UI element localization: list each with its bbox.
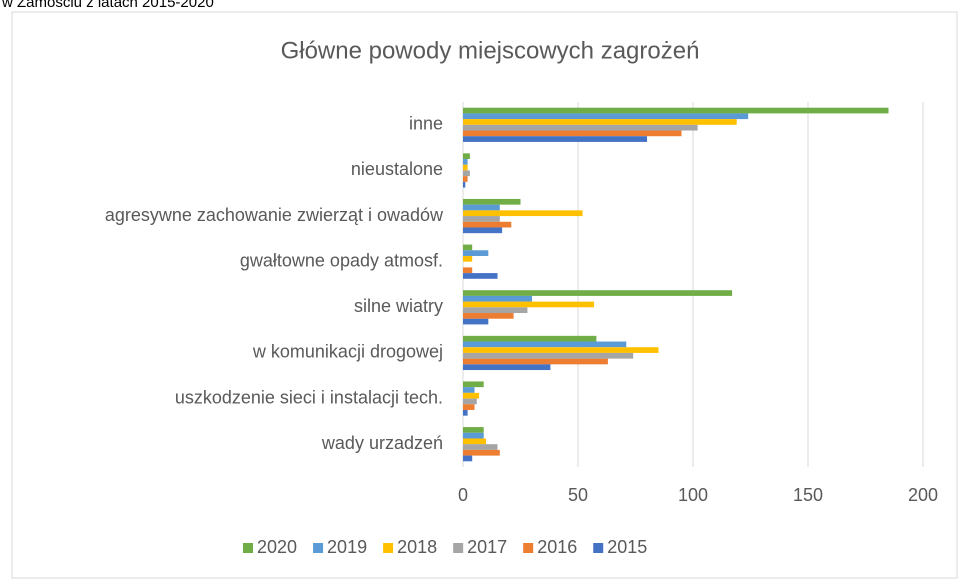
bar <box>463 438 486 445</box>
bar <box>463 364 551 371</box>
bar <box>463 347 659 353</box>
y-tick-label: gwałtowne opady atmosf. <box>240 250 443 270</box>
bar <box>463 221 512 228</box>
bar <box>463 210 583 217</box>
bar <box>463 455 473 462</box>
bar <box>463 335 597 342</box>
bar <box>463 295 532 302</box>
bar <box>463 318 489 325</box>
bar <box>463 255 473 262</box>
legend-label: 2015 <box>607 537 647 557</box>
bar <box>463 170 470 177</box>
bar <box>463 444 498 450</box>
bar <box>463 216 500 222</box>
legend-label: 2017 <box>467 537 507 557</box>
bar <box>463 404 475 410</box>
bar <box>463 381 484 388</box>
legend-label: 2020 <box>257 537 297 557</box>
legend-label: 2016 <box>537 537 577 557</box>
bar <box>463 409 468 416</box>
bar <box>463 398 477 405</box>
bar <box>463 301 595 308</box>
bar <box>463 136 647 142</box>
legend-label: 2018 <box>397 537 437 557</box>
bar <box>463 124 698 131</box>
legend-swatch <box>243 543 253 553</box>
chart-title: Główne powody miejscowych zagrożeń <box>281 37 700 64</box>
x-tick-label: 200 <box>908 485 938 505</box>
bar <box>463 290 733 296</box>
bar <box>463 352 634 359</box>
legend-swatch <box>523 543 534 553</box>
bar <box>463 341 627 348</box>
bar <box>463 427 484 433</box>
y-tick-label: w komunikacji drogowej <box>252 342 443 362</box>
bar <box>463 113 749 120</box>
bar <box>463 244 473 251</box>
legend-swatch <box>593 543 604 553</box>
bar <box>463 432 484 439</box>
y-tick-label: nieustalone <box>351 159 443 179</box>
bar <box>463 164 468 171</box>
bar <box>463 119 737 125</box>
bar <box>463 181 466 188</box>
legend-swatch <box>313 543 324 553</box>
bar <box>463 267 473 274</box>
bar <box>463 227 503 234</box>
x-tick-label: 50 <box>568 485 588 505</box>
bar <box>463 307 528 314</box>
bar <box>463 250 489 256</box>
bar <box>463 273 498 279</box>
bar <box>463 449 500 456</box>
bar <box>463 358 608 365</box>
bar <box>463 159 468 165</box>
bar <box>463 176 468 182</box>
y-tick-label: uszkodzenie sieci i instalacji tech. <box>175 387 443 407</box>
bar <box>463 130 682 137</box>
y-tick-label: wady urzadzeń <box>321 433 443 453</box>
bar <box>463 313 514 319</box>
caption: w Zamościu z latach 2015-2020 <box>1 0 214 11</box>
bar <box>463 198 521 205</box>
y-tick-label: silne wiatry <box>354 296 443 316</box>
x-tick-label: 100 <box>678 485 708 505</box>
bar <box>463 387 475 393</box>
x-tick-label: 0 <box>458 485 468 505</box>
bar <box>463 204 500 211</box>
legend-swatch <box>453 543 464 553</box>
bar <box>463 107 889 114</box>
legend-label: 2019 <box>327 537 367 557</box>
y-tick-label: agresywne zachowanie zwierząt i owadów <box>105 205 444 225</box>
y-tick-label: inne <box>409 114 443 134</box>
x-tick-label: 150 <box>793 485 823 505</box>
bar <box>463 392 480 399</box>
legend-swatch <box>383 543 394 553</box>
bar <box>463 153 470 160</box>
